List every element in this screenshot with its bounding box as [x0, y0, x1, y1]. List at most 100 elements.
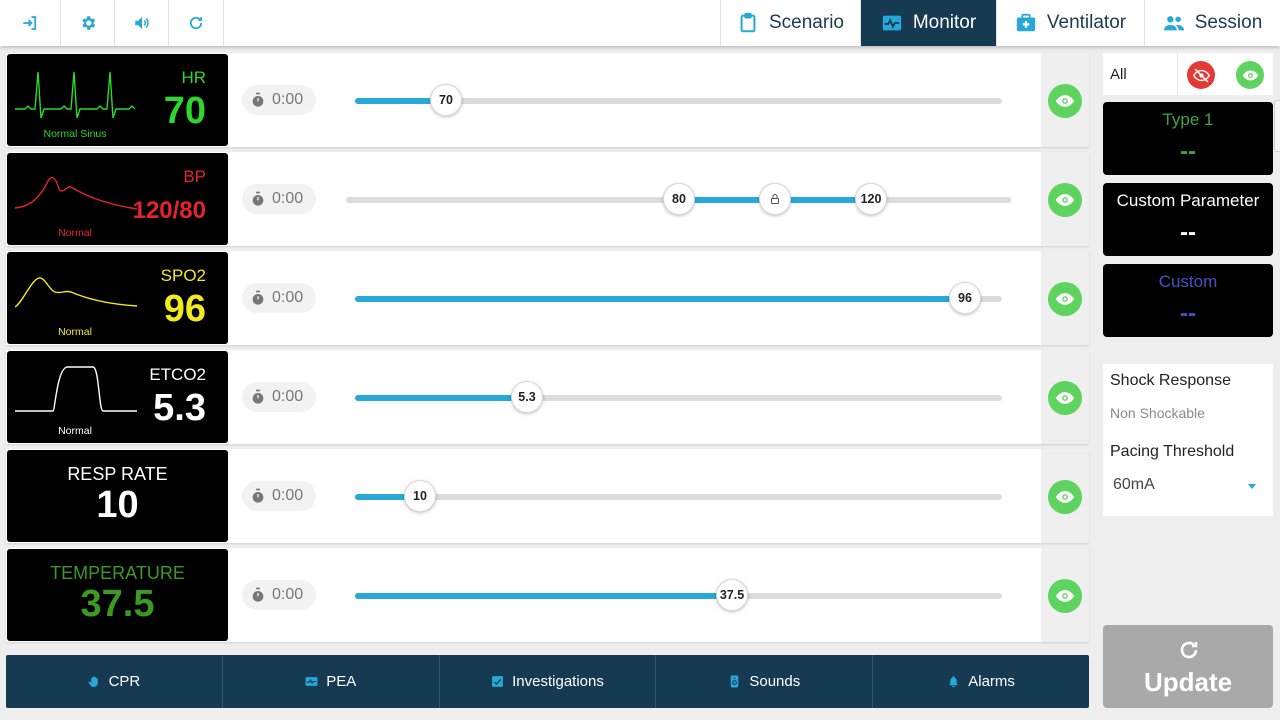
eye-icon [1055, 95, 1075, 107]
clipboard-icon [740, 12, 756, 33]
timer[interactable]: 0:00 [242, 481, 316, 511]
vital-name: SPO2 [160, 266, 206, 285]
slider-thumb-low[interactable]: 80 [663, 183, 695, 215]
visibility-toggle[interactable] [1048, 480, 1082, 514]
timer[interactable]: 0:00 [242, 580, 316, 610]
investigations-label: Investigations [512, 673, 604, 690]
eye-icon [1242, 70, 1258, 80]
eye-icon [1055, 194, 1075, 206]
timer-value: 0:00 [272, 487, 304, 504]
bottom-action-bar: CPR PEA Investigations Sounds Alarms [6, 655, 1089, 708]
slider-thumb[interactable]: 37.5 [716, 579, 748, 611]
spo2-display[interactable]: SPO2 96 Normal [7, 252, 228, 344]
volume-icon [134, 17, 149, 29]
etco2-slider[interactable]: 5.3 [355, 381, 1002, 413]
shock-settings-panel: Shock Response Non Shockable Pacing Thre… [1103, 364, 1273, 516]
vital-value: 120/80 [132, 197, 206, 224]
ecg-waveform [15, 71, 136, 119]
slider-thumb[interactable]: 70 [430, 84, 462, 116]
tab-session[interactable]: Session [1144, 0, 1280, 46]
etco2-display[interactable]: ETCO2 5.3 Normal [7, 351, 228, 443]
investigations-button[interactable]: Investigations [440, 655, 657, 708]
custom-parameter-box-type1[interactable]: Type 1 -- [1103, 102, 1273, 175]
resp-rate-display[interactable]: RESP RATE 10 [7, 450, 228, 542]
timer[interactable]: 0:00 [242, 283, 316, 313]
hr-display[interactable]: HR 70 Normal Sinus [7, 54, 228, 146]
pea-button[interactable]: PEA [223, 655, 440, 708]
timer[interactable]: 0:00 [242, 184, 316, 214]
slider-thumb[interactable]: 10 [404, 480, 436, 512]
tab-ventilator[interactable]: Ventilator [996, 0, 1144, 46]
vital-row-spo2: SPO2 96 Normal 0:00 96 [6, 251, 1089, 345]
visibility-toggle[interactable] [1048, 381, 1082, 415]
stethoscope-icon [731, 675, 739, 688]
sound-button[interactable] [115, 0, 169, 46]
tab-scenario[interactable]: Scenario [720, 0, 860, 46]
vital-rhythm: Normal Sinus [43, 128, 107, 140]
sounds-button[interactable]: Sounds [656, 655, 874, 708]
slider-thumb-high[interactable]: 120 [855, 183, 887, 215]
timer[interactable]: 0:00 [242, 382, 316, 412]
show-all-button[interactable] [1236, 61, 1264, 89]
tab-label: Scenario [769, 12, 844, 33]
custom-parameter-box[interactable]: Custom Parameter -- [1103, 183, 1273, 256]
hide-all-button[interactable] [1187, 61, 1215, 89]
vital-status: Normal [58, 227, 92, 239]
slider-thumb[interactable]: 5.3 [511, 381, 543, 413]
vital-name: TEMPERATURE [50, 563, 185, 583]
resp-rate-slider[interactable]: 10 [355, 480, 1002, 512]
checklist-icon [492, 676, 504, 687]
visibility-column [1041, 350, 1089, 444]
vital-row-etco2: ETCO2 5.3 Normal 0:00 5.3 [6, 350, 1089, 444]
settings-button[interactable] [61, 0, 115, 46]
bp-display[interactable]: BP 120/80 Normal [7, 153, 228, 245]
alarms-button[interactable]: Alarms [873, 655, 1089, 708]
bp-range-slider[interactable]: 80 120 [346, 183, 1011, 215]
dropdown-caret-icon[interactable] [1248, 484, 1256, 489]
slider-fill [355, 395, 527, 401]
slider-fill [355, 494, 420, 500]
visibility-toggle[interactable] [1048, 282, 1082, 316]
logout-button[interactable] [0, 0, 61, 46]
stopwatch-icon [252, 92, 264, 107]
shock-response-value[interactable]: Non Shockable [1110, 405, 1205, 421]
tab-monitor[interactable]: Monitor [860, 0, 996, 46]
visibility-column [1041, 449, 1089, 543]
cpr-button[interactable]: CPR [6, 655, 223, 708]
logout-icon [23, 16, 37, 30]
vital-value: 70 [163, 90, 206, 132]
lock-thumb[interactable] [759, 183, 791, 215]
visibility-toggle[interactable] [1048, 579, 1082, 613]
custom-box[interactable]: Custom -- [1103, 264, 1273, 337]
stopwatch-icon [252, 389, 264, 404]
bell-icon [949, 676, 959, 688]
vital-value: 37.5 [80, 583, 155, 625]
vital-status: Normal [58, 425, 92, 437]
hr-slider[interactable]: 70 [355, 84, 1002, 116]
temperature-display[interactable]: TEMPERATURE 37.5 [7, 549, 228, 641]
slider-thumb[interactable]: 96 [949, 282, 981, 314]
scrollbar[interactable] [1274, 100, 1280, 152]
eye-icon [1055, 392, 1075, 404]
spo2-slider[interactable]: 96 [355, 282, 1002, 314]
pleth-waveform [15, 277, 137, 308]
custom-title: Custom Parameter [1116, 191, 1260, 210]
pea-icon [305, 677, 318, 686]
shock-response-label: Shock Response [1110, 372, 1231, 389]
monitor-wave-icon [882, 15, 901, 31]
divider [1177, 53, 1178, 95]
update-button[interactable]: Update [1103, 625, 1273, 708]
visibility-toggle[interactable] [1048, 84, 1082, 118]
vital-name: ETCO2 [149, 365, 206, 384]
pacing-threshold-select[interactable]: 60mA [1113, 476, 1155, 493]
visibility-column [1041, 251, 1089, 345]
refresh-button[interactable] [169, 0, 224, 46]
eye-icon [1055, 293, 1075, 305]
visibility-toggle[interactable] [1048, 183, 1082, 217]
slider-fill [355, 296, 965, 302]
timer[interactable]: 0:00 [242, 85, 316, 115]
temperature-slider[interactable]: 37.5 [355, 579, 1002, 611]
cpr-label: CPR [108, 673, 141, 690]
visibility-all-bar: All [1103, 53, 1273, 95]
hand-icon [88, 676, 98, 687]
